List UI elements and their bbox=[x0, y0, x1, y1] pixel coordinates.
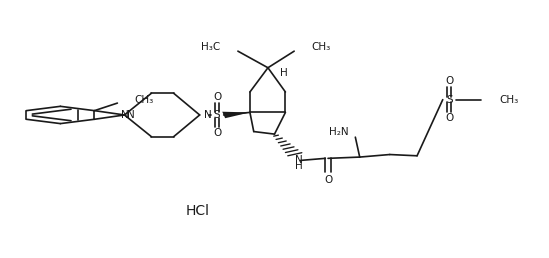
Text: N: N bbox=[121, 110, 128, 120]
Text: HCl: HCl bbox=[186, 204, 210, 218]
Polygon shape bbox=[222, 112, 250, 118]
Text: N: N bbox=[127, 110, 135, 120]
Text: O: O bbox=[445, 113, 453, 123]
Text: N: N bbox=[204, 110, 212, 120]
Text: CH₃: CH₃ bbox=[312, 42, 331, 52]
Text: O: O bbox=[324, 174, 332, 184]
Text: S: S bbox=[446, 95, 452, 105]
Text: O: O bbox=[213, 92, 221, 102]
Text: S: S bbox=[214, 110, 221, 120]
Text: H: H bbox=[295, 161, 303, 171]
Text: O: O bbox=[213, 128, 221, 138]
Text: H₃C: H₃C bbox=[201, 42, 221, 52]
Text: H₂N: H₂N bbox=[329, 127, 349, 136]
Text: H: H bbox=[280, 68, 288, 78]
Text: N: N bbox=[295, 155, 303, 165]
Text: O: O bbox=[445, 76, 453, 86]
Text: CH₃: CH₃ bbox=[135, 95, 154, 105]
Text: CH₃: CH₃ bbox=[499, 95, 518, 105]
